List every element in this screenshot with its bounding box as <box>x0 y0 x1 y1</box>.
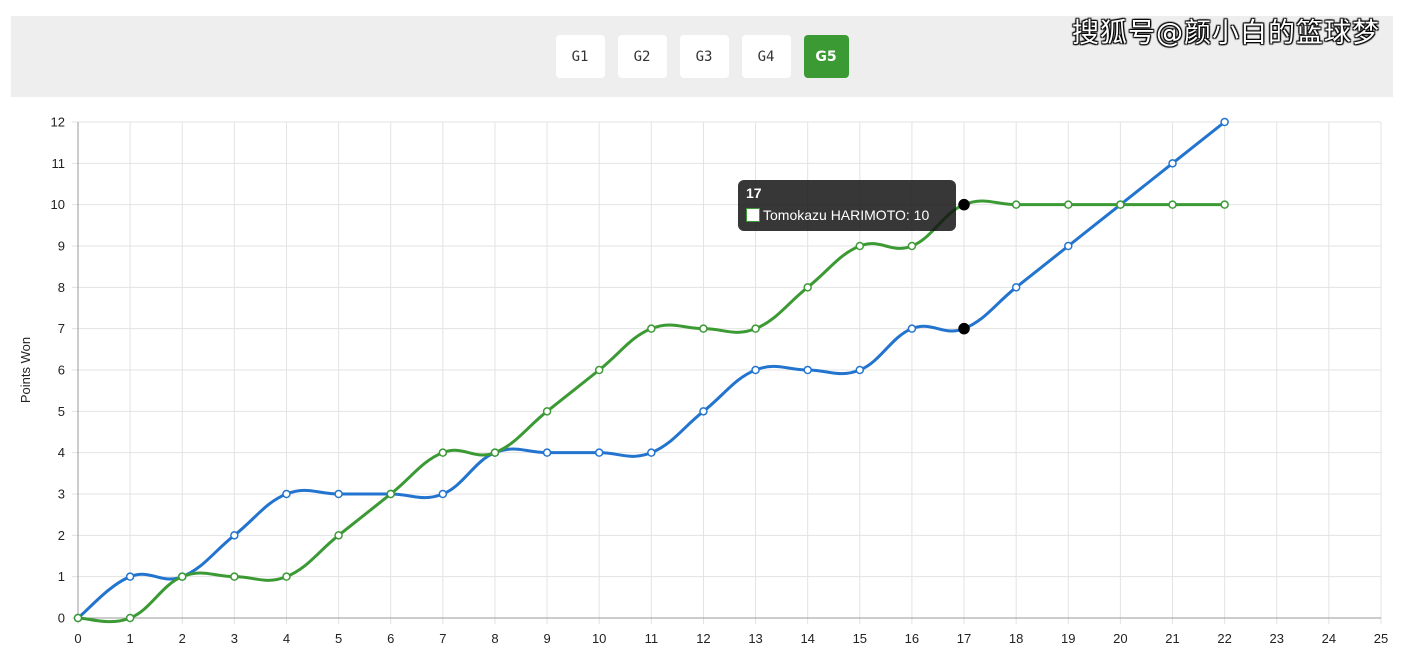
data-point <box>907 324 917 333</box>
x-tick-label: 16 <box>905 631 919 646</box>
x-tick-label: 12 <box>696 631 710 646</box>
x-tick-label: 0 <box>74 631 81 646</box>
y-tick-label: 3 <box>58 487 65 502</box>
data-point <box>438 448 448 457</box>
x-tick-label: 5 <box>335 631 342 646</box>
x-tick-label: 25 <box>1374 631 1388 646</box>
x-tick-label: 19 <box>1061 631 1075 646</box>
data-point <box>594 448 604 457</box>
game-button-g5[interactable]: G5 <box>803 35 849 78</box>
data-point <box>803 283 812 292</box>
data-point <box>594 365 604 375</box>
data-point <box>282 572 291 581</box>
game-button-g3[interactable]: G3 <box>679 35 729 78</box>
data-point <box>125 613 135 623</box>
data-point <box>855 365 865 375</box>
data-point <box>177 572 187 581</box>
data-point <box>1116 200 1125 209</box>
y-tick-label: 9 <box>58 239 65 254</box>
x-tick-label: 24 <box>1322 631 1336 646</box>
chart-tooltip: 17 Tomokazu HARIMOTO: 10 <box>738 180 956 231</box>
highlight-point <box>958 322 970 335</box>
data-point <box>542 448 552 457</box>
data-point <box>1064 241 1073 251</box>
data-point <box>699 324 708 333</box>
game-button-g1[interactable]: G1 <box>555 35 605 78</box>
x-tick-label: 18 <box>1009 631 1023 646</box>
data-point <box>907 241 917 251</box>
game-button-g2[interactable]: G2 <box>617 35 667 78</box>
x-tick-label: 13 <box>748 631 762 646</box>
x-tick-label: 21 <box>1165 631 1179 646</box>
data-point <box>699 407 708 416</box>
game-button-group: G1 G2 G3 G4 G5 <box>11 35 1393 78</box>
x-tick-label: 9 <box>543 631 550 646</box>
x-tick-label: 7 <box>439 631 446 646</box>
data-point <box>647 448 656 457</box>
x-tick-label: 22 <box>1217 631 1231 646</box>
tooltip-title: 17 <box>746 185 762 201</box>
highlight-point <box>958 198 970 211</box>
x-tick-label: 6 <box>387 631 394 646</box>
data-point <box>647 324 656 333</box>
x-tick-label: 2 <box>179 631 186 646</box>
y-tick-label: 5 <box>58 404 65 419</box>
data-point <box>490 448 500 457</box>
data-point <box>282 489 291 499</box>
data-point <box>334 489 343 499</box>
data-point <box>803 365 812 375</box>
y-axis-title: Points Won <box>18 337 33 403</box>
tooltip-text: Tomokazu HARIMOTO: 10 <box>763 207 930 223</box>
x-tick-label: 14 <box>800 631 814 646</box>
x-tick-label: 11 <box>645 631 659 646</box>
data-point <box>542 407 552 416</box>
data-point <box>386 489 395 499</box>
data-point <box>1220 200 1229 209</box>
game-selector-bar: G1 G2 G3 G4 G5 <box>11 16 1393 97</box>
data-point <box>334 531 343 540</box>
data-point <box>751 365 760 375</box>
y-tick-label: 1 <box>58 569 65 584</box>
data-point <box>1011 200 1021 209</box>
data-point <box>855 241 865 251</box>
x-tick-label: 10 <box>592 631 606 646</box>
data-point <box>438 489 448 499</box>
x-tick-label: 15 <box>853 631 867 646</box>
y-tick-label: 2 <box>58 528 65 543</box>
x-tick-label: 23 <box>1270 631 1284 646</box>
data-point <box>125 572 135 581</box>
data-point <box>1064 200 1073 209</box>
y-tick-label: 6 <box>58 363 65 378</box>
game-button-g4[interactable]: G4 <box>741 35 791 78</box>
x-tick-label: 17 <box>957 631 971 646</box>
x-tick-label: 8 <box>491 631 498 646</box>
y-tick-label: 4 <box>58 445 65 460</box>
x-tick-label: 3 <box>231 631 238 646</box>
y-tick-label: 8 <box>58 280 65 295</box>
x-tick-label: 4 <box>283 631 290 646</box>
tooltip-row: Tomokazu HARIMOTO: 10 <box>746 207 929 223</box>
y-tick-label: 12 <box>51 115 65 130</box>
y-tick-label: 11 <box>52 156 66 171</box>
watermark-text: 搜狐号@颜小白的篮球梦 <box>1072 18 1380 49</box>
data-point <box>751 324 760 333</box>
x-tick-label: 20 <box>1113 631 1127 646</box>
y-tick-label: 0 <box>58 611 65 626</box>
data-point <box>1011 283 1021 292</box>
data-point <box>73 613 83 623</box>
data-point <box>1168 159 1177 168</box>
x-tick-label: 1 <box>127 631 134 646</box>
y-tick-label: 10 <box>51 197 65 212</box>
y-tick-label: 7 <box>58 321 65 336</box>
series-line-0 <box>77 120 1226 620</box>
data-point <box>230 572 239 581</box>
data-point <box>1220 117 1229 127</box>
tooltip-swatch <box>746 208 760 222</box>
data-point <box>1168 200 1177 209</box>
data-point <box>230 531 239 540</box>
